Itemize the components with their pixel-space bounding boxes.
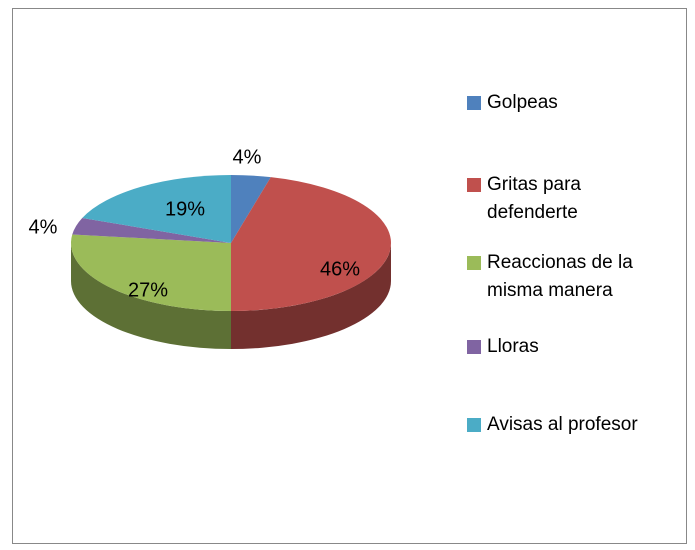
pie-slice — [72, 217, 231, 243]
legend-label: Avisas al profesor — [487, 414, 638, 435]
legend-swatch — [467, 178, 481, 192]
pie-slice — [231, 177, 391, 311]
legend-item: Avisas al profesor — [467, 411, 672, 439]
pie-slice — [71, 234, 231, 311]
pie-slice — [231, 175, 271, 243]
legend-item: Gritas para defenderte — [467, 171, 672, 227]
legend-label: Lloras — [487, 336, 539, 357]
pie-slice-side — [71, 243, 231, 349]
pie-slice — [82, 175, 231, 243]
legend-item: Reaccionas de la misma manera — [467, 249, 672, 305]
data-label: 4% — [233, 146, 262, 168]
legend-item: Golpeas — [467, 89, 672, 117]
pie-slice-side — [231, 243, 391, 349]
legend-swatch — [467, 256, 481, 270]
legend-label: Gritas para defenderte — [487, 174, 581, 223]
legend-swatch — [467, 418, 481, 432]
legend-swatch — [467, 340, 481, 354]
data-label: 27% — [128, 279, 168, 301]
legend-swatch — [467, 96, 481, 110]
legend-item: Lloras — [467, 333, 672, 361]
legend-label: Reaccionas de la misma manera — [487, 252, 633, 301]
data-label: 46% — [320, 258, 360, 280]
data-label: 4% — [29, 216, 58, 238]
data-label: 19% — [165, 198, 205, 220]
chart-frame — [12, 8, 687, 544]
legend-label: Golpeas — [487, 92, 558, 113]
